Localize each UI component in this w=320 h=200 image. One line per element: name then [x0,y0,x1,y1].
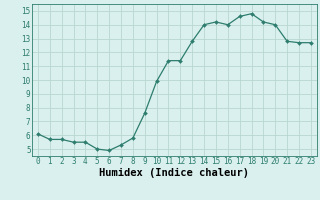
X-axis label: Humidex (Indice chaleur): Humidex (Indice chaleur) [100,168,249,178]
